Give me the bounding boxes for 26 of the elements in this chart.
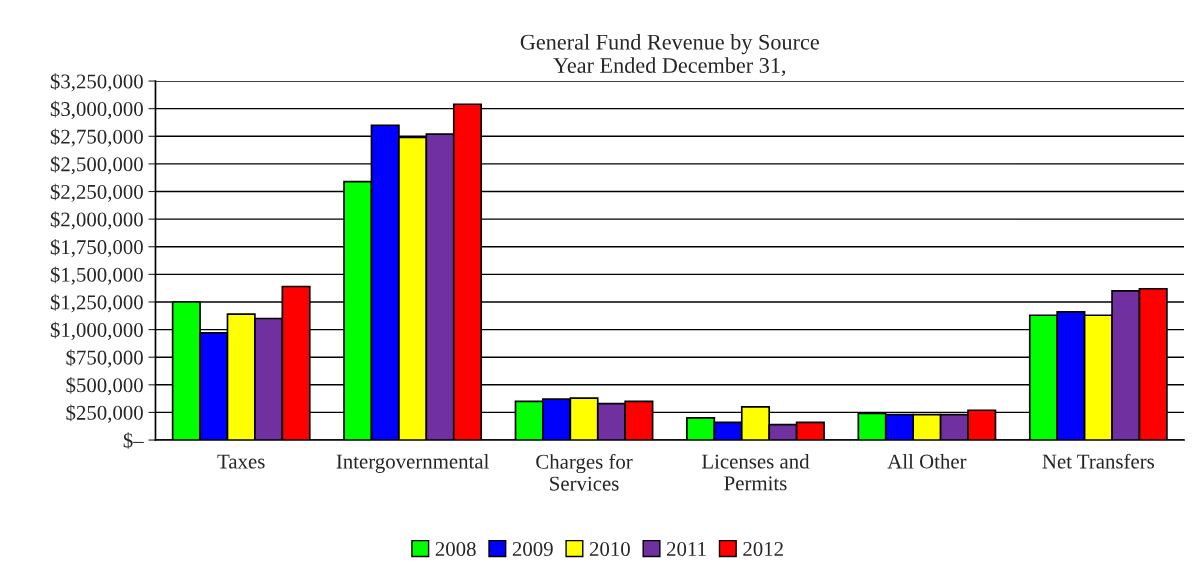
legend-label: 2008 bbox=[435, 541, 476, 557]
y-tick-label: $250,000 bbox=[66, 404, 143, 423]
x-tick-label: Licenses and Permits bbox=[701, 453, 810, 491]
y-tick-label: $750,000 bbox=[66, 349, 143, 368]
legend-label: 2009 bbox=[512, 541, 553, 557]
y-tick-label: $500,000 bbox=[66, 376, 143, 396]
x-tick-label: Charges for Services bbox=[536, 453, 633, 491]
y-tick-label: $3,250,000 bbox=[50, 73, 143, 92]
y-tick-label: $1,500,000 bbox=[50, 266, 143, 285]
y-tick-label: $1,250,000 bbox=[50, 294, 143, 313]
legend-label: 2011 bbox=[667, 541, 706, 557]
y-tick-label: $3,000,000 bbox=[50, 100, 143, 120]
x-tick-label: All Other bbox=[887, 453, 967, 469]
x-tick-label: Intergovernmental bbox=[336, 453, 489, 473]
y-tick-label: $1,750,000 bbox=[50, 238, 143, 258]
legend-label: 2010 bbox=[589, 541, 630, 557]
x-tick-label: Taxes bbox=[217, 454, 265, 469]
y-tick-label: $2,500,000 bbox=[50, 156, 143, 175]
y-tick-label: $– bbox=[123, 432, 144, 449]
y-tick-label: $2,250,000 bbox=[50, 183, 143, 202]
y-tick-label: $1,000,000 bbox=[50, 321, 143, 341]
x-tick-label: Net Transfers bbox=[1042, 453, 1154, 469]
y-tick-label: $2,000,000 bbox=[50, 211, 143, 230]
chart-title: General Fund Revenue by Source Year Ended December 31, bbox=[520, 34, 819, 77]
legend-label: 2012 bbox=[743, 541, 783, 557]
y-tick-label: $2,750,000 bbox=[50, 128, 143, 147]
